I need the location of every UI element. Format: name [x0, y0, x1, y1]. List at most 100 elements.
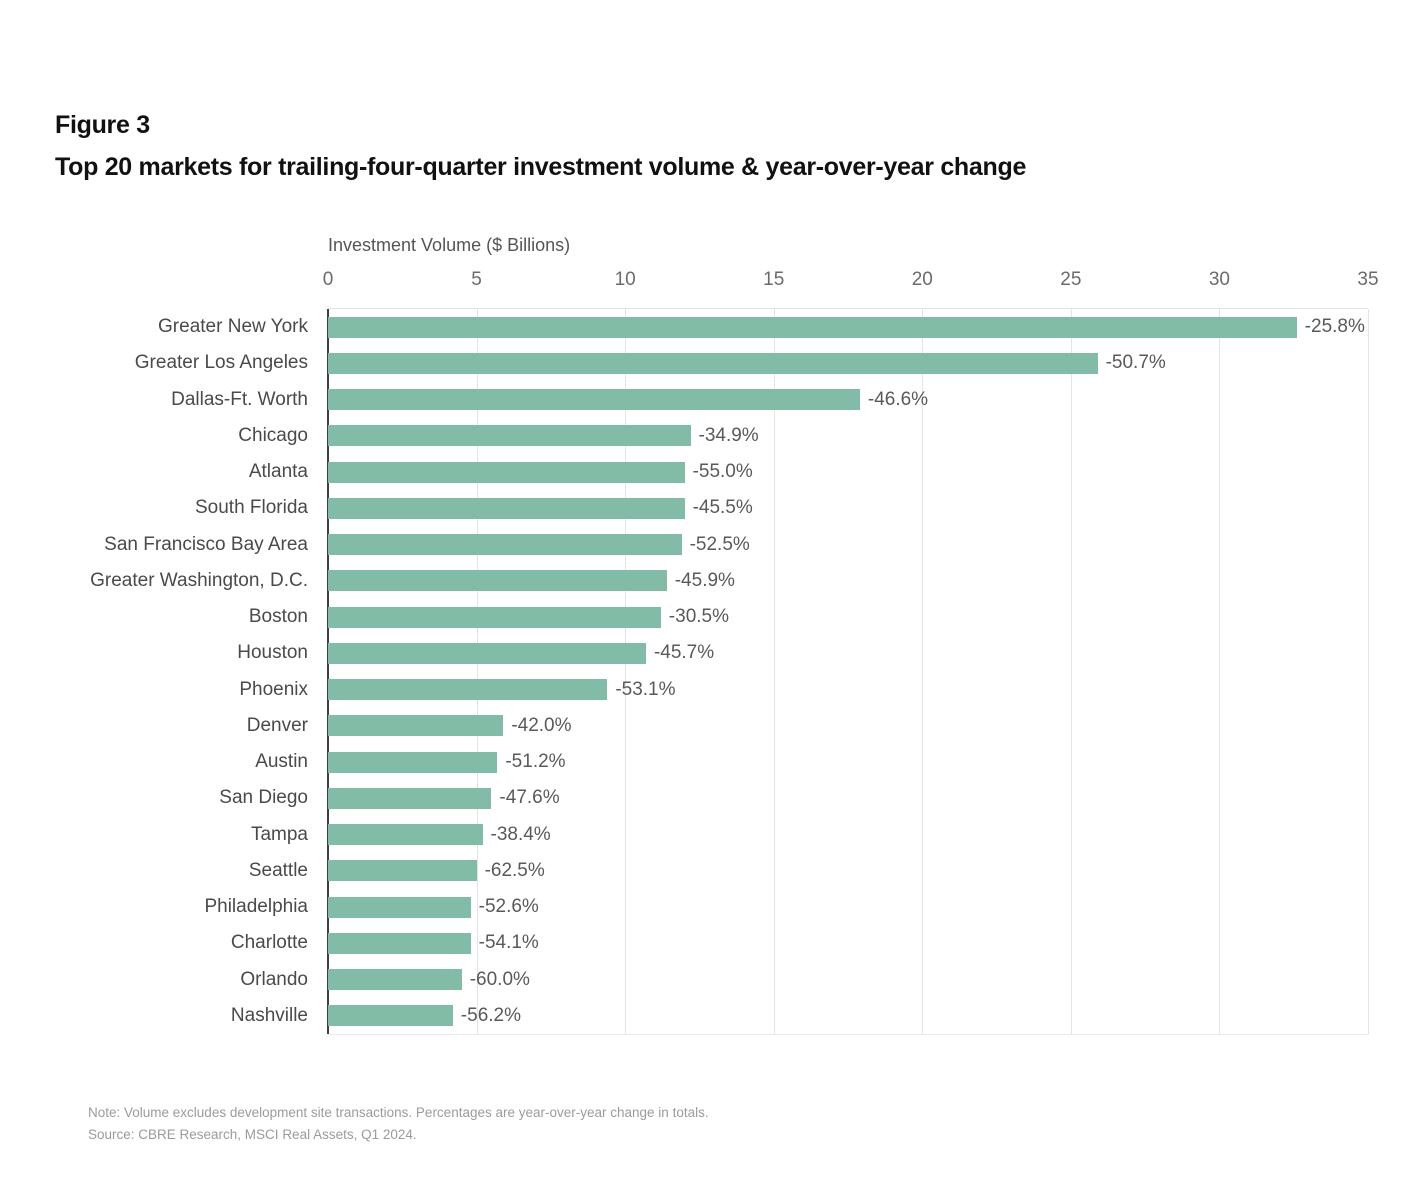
bar-row: Phoenix -53.1%: [239, 672, 1368, 708]
category-label: Boston: [248, 606, 308, 628]
x-tick-label-25: 25: [1060, 269, 1082, 290]
bar-row: Greater Los Angeles -50.7%: [135, 345, 1368, 381]
bar-rows: Greater New York -25.8% Greater Los Angele…: [90, 309, 1368, 1034]
figure-number: Figure 3: [55, 111, 150, 139]
yoy-change-label: -56.2%: [460, 1004, 521, 1026]
bar-row: Houston -45.7%: [237, 635, 1368, 671]
volume-bar: [328, 642, 646, 664]
category-label: Houston: [237, 642, 308, 664]
volume-bar: [328, 679, 608, 701]
bar-row: Denver -42.0%: [247, 708, 1368, 744]
volume-bar: [328, 751, 498, 773]
category-label: Greater New York: [158, 316, 308, 338]
bar-row: San Diego -47.6%: [219, 780, 1368, 816]
volume-bar: [328, 534, 682, 556]
category-label: Denver: [246, 714, 308, 736]
figure-title-block: Figure 3 Top 20 markets for trailing-fou…: [55, 104, 1026, 188]
yoy-change-label: -45.7%: [653, 642, 715, 664]
y-axis-line: [327, 309, 329, 1034]
x-tick-label-20: 20: [911, 269, 933, 290]
x-tick-label-30: 30: [1208, 269, 1230, 290]
volume-bar: [328, 497, 685, 519]
volume-bar: [328, 787, 492, 809]
bar-row: Charlotte -54.1%: [231, 925, 1368, 961]
bar-row: Tampa -38.4%: [251, 817, 1368, 853]
yoy-change-label: -47.6%: [499, 787, 560, 809]
category-label: Charlotte: [230, 932, 308, 954]
x-axis-ticks: 0 5 10 15 20 25 30 35: [323, 269, 1379, 293]
bar-row: Greater New York -25.8%: [158, 309, 1368, 345]
bar-row: Seattle -62.5%: [249, 853, 1368, 889]
gridline-5: [476, 309, 478, 1034]
bar-row: Dallas-Ft. Worth -46.6%: [171, 382, 1368, 418]
yoy-change-label: -34.9%: [698, 424, 759, 446]
yoy-change-label: -52.5%: [689, 533, 750, 555]
yoy-change-label: -45.5%: [692, 497, 753, 519]
volume-bar: [328, 425, 691, 447]
yoy-change-label: -60.0%: [469, 968, 530, 990]
volume-bar: [328, 316, 1297, 338]
x-tick-label-5: 5: [471, 269, 482, 290]
yoy-change-label: -25.8%: [1304, 316, 1365, 338]
volume-bar: [328, 389, 860, 411]
chart-plot-area: Investment Volume ($ Billions) 0 5 10 15 20 2…: [90, 235, 1379, 1035]
gridline-20: [922, 309, 924, 1034]
bar-row: Greater Washington, D.C. -45.9%: [90, 563, 1368, 599]
volume-bar: [328, 461, 685, 483]
category-label: San Francisco Bay Area: [104, 533, 308, 555]
yoy-change-label: -52.6%: [478, 896, 539, 918]
category-label: Greater Los Angeles: [134, 352, 308, 374]
gridline-35: [1368, 309, 1369, 1034]
bar-row: Orlando -60.0%: [240, 962, 1368, 998]
volume-bar: [328, 860, 477, 882]
yoy-change-label: -54.1%: [478, 932, 539, 954]
volume-bar: [328, 932, 471, 954]
bar-row: Philadelphia -52.6%: [204, 889, 1368, 925]
bar-row: Atlanta -55.0%: [249, 454, 1368, 490]
gridline-30: [1219, 309, 1221, 1034]
volume-bar: [328, 896, 471, 918]
yoy-change-label: -30.5%: [668, 606, 729, 628]
volume-bar: [328, 606, 661, 628]
yoy-change-label: -42.0%: [511, 714, 572, 736]
volume-bar: [328, 1005, 453, 1027]
yoy-change-label: -45.9%: [674, 569, 735, 591]
category-label: Dallas-Ft. Worth: [171, 388, 308, 410]
x-tick-label-15: 15: [763, 269, 785, 290]
category-label: Greater Washington, D.C.: [90, 569, 308, 591]
bar-row: Boston -30.5%: [249, 599, 1368, 635]
yoy-change-label: -50.7%: [1105, 352, 1166, 374]
figure-title: Top 20 markets for trailing-four-quarter…: [55, 153, 1027, 181]
gridline-layer: [327, 309, 1369, 1034]
x-tick-label-0: 0: [322, 269, 334, 290]
category-label: Orlando: [240, 968, 308, 990]
volume-bar: [328, 570, 667, 592]
volume-bar: [328, 824, 483, 846]
yoy-change-label: -62.5%: [484, 859, 545, 881]
category-label: Philadelphia: [204, 896, 308, 918]
gridline-25: [1070, 309, 1072, 1034]
bar-row: Nashville -56.2%: [231, 998, 1368, 1034]
category-label: Seattle: [248, 859, 308, 881]
gridline-15: [773, 309, 775, 1034]
category-label: South Florida: [194, 497, 308, 519]
bar-row: South Florida -45.5%: [195, 490, 1368, 526]
category-label: Chicago: [238, 424, 308, 446]
category-label: San Diego: [219, 787, 308, 809]
bar-row: Chicago -34.9%: [238, 418, 1368, 454]
volume-bar: [328, 969, 462, 991]
category-label: Tampa: [250, 823, 308, 845]
x-tick-label-10: 10: [614, 269, 636, 290]
volume-bar: [328, 352, 1098, 374]
category-label: Nashville: [230, 1004, 308, 1026]
x-tick-label-35: 35: [1357, 269, 1379, 290]
footnote-source: Source: CBRE Research, MSCI Real Assets,…: [88, 1127, 417, 1142]
footnote-block: Note: Volume excludes development site t…: [88, 1102, 709, 1146]
x-axis-title: Investment Volume ($ Billions): [328, 235, 571, 255]
category-label: Atlanta: [248, 461, 308, 483]
yoy-change-label: -38.4%: [490, 823, 551, 845]
bar-row: Austin -51.2%: [255, 744, 1368, 780]
footnote-note: Note: Volume excludes development site t…: [88, 1105, 709, 1120]
volume-bar: [328, 715, 504, 737]
